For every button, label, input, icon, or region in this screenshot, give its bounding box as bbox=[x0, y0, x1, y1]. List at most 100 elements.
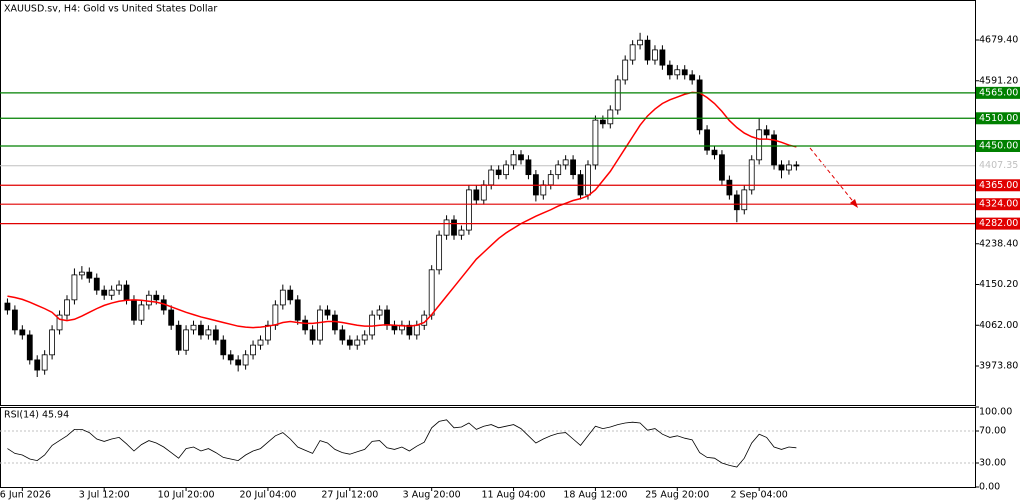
candle-body bbox=[726, 179, 733, 196]
x-tick-label: 3 Jul 12:00 bbox=[79, 490, 130, 501]
candle-body bbox=[250, 344, 256, 356]
candle-body bbox=[756, 129, 763, 161]
x-tick-label: 18 Aug 12:00 bbox=[563, 490, 627, 501]
candle-body bbox=[652, 49, 658, 61]
candle-body bbox=[279, 289, 286, 306]
candle-body bbox=[376, 309, 383, 316]
x-tick-label: 11 Aug 04:00 bbox=[482, 490, 546, 501]
candle-body bbox=[547, 174, 554, 186]
candle-body bbox=[34, 359, 41, 371]
arrow-annotation bbox=[809, 147, 858, 208]
level-label: 4324.00 bbox=[979, 199, 1018, 210]
candle-body bbox=[317, 309, 323, 341]
candle-body bbox=[451, 219, 457, 236]
candle-body bbox=[354, 339, 361, 346]
candle-body bbox=[480, 184, 487, 201]
candle-body bbox=[644, 39, 651, 61]
candle-body bbox=[324, 309, 331, 316]
candle-body bbox=[465, 189, 472, 231]
candle-body bbox=[71, 274, 78, 301]
candle-body bbox=[681, 69, 688, 76]
candle-body bbox=[592, 119, 599, 166]
candle-body bbox=[748, 159, 755, 191]
level-label-box bbox=[976, 112, 1020, 125]
y-tick-label: 4679.40 bbox=[979, 35, 1018, 46]
candle-body bbox=[183, 329, 189, 351]
candle-body bbox=[272, 304, 279, 326]
candle-body bbox=[287, 289, 294, 301]
candle-body bbox=[786, 164, 792, 171]
rsi-panel bbox=[0, 407, 976, 488]
candle-body bbox=[518, 154, 524, 161]
candle-body bbox=[778, 164, 785, 171]
candle-body bbox=[443, 219, 450, 236]
candle-body bbox=[585, 164, 591, 196]
candle-body bbox=[666, 64, 673, 76]
level-label: 4365.00 bbox=[979, 180, 1018, 191]
current-price-label: 4407.35 bbox=[979, 160, 1018, 171]
candle-body bbox=[711, 149, 718, 156]
candle-body bbox=[629, 44, 636, 61]
x-tick-label: 2 Sep 04:00 bbox=[730, 490, 787, 501]
rsi-line bbox=[7, 419, 797, 468]
candle-body bbox=[525, 159, 532, 176]
candle-body bbox=[294, 299, 301, 321]
candle-body bbox=[607, 109, 614, 125]
candle-body bbox=[339, 329, 346, 341]
level-label-box bbox=[976, 179, 1020, 192]
candle-body bbox=[242, 354, 249, 366]
candle-body bbox=[733, 194, 740, 211]
candle-body bbox=[93, 277, 100, 291]
candle-body bbox=[138, 304, 145, 321]
y-tick-label: 4150.20 bbox=[979, 279, 1018, 290]
candle-body bbox=[473, 189, 480, 201]
level-label: 4450.00 bbox=[979, 140, 1018, 151]
candle-body bbox=[674, 69, 681, 76]
candle-body bbox=[510, 154, 517, 166]
candle-body bbox=[763, 129, 770, 136]
rsi-label: RSI(14) 45.94 bbox=[4, 410, 69, 421]
x-tick-label: 3 Aug 20:00 bbox=[403, 490, 461, 501]
candle-body bbox=[131, 299, 137, 321]
candle-body bbox=[637, 39, 643, 46]
candle-body bbox=[428, 269, 435, 316]
candle-body bbox=[436, 234, 443, 271]
candle-body bbox=[503, 164, 510, 176]
y-tick-label: 4062.00 bbox=[979, 320, 1018, 331]
main-panel bbox=[0, 0, 976, 406]
candle-body bbox=[26, 334, 33, 361]
y-tick-label: 70.00 bbox=[979, 426, 1006, 437]
candle-body bbox=[719, 154, 725, 181]
candle-body bbox=[153, 294, 160, 301]
candle-body bbox=[555, 164, 562, 176]
candle-body bbox=[622, 59, 629, 81]
candle-body bbox=[168, 309, 175, 326]
candle-body bbox=[406, 324, 413, 336]
candle-body bbox=[108, 289, 115, 296]
candle-body bbox=[123, 284, 130, 301]
candle-body bbox=[696, 79, 703, 131]
candle-body bbox=[265, 324, 271, 341]
candle-body bbox=[220, 339, 227, 356]
candle-body bbox=[659, 49, 666, 66]
candle-body bbox=[704, 129, 710, 151]
moving-average bbox=[7, 91, 797, 329]
candle-body bbox=[64, 299, 70, 316]
x-tick-label: 26 Jun 2026 bbox=[0, 490, 51, 501]
candle-body bbox=[614, 79, 621, 111]
candle-body bbox=[361, 334, 368, 341]
y-tick-label: 0.00 bbox=[979, 482, 1000, 493]
candle-body bbox=[771, 134, 777, 166]
candle-body bbox=[145, 294, 152, 306]
candle-body bbox=[227, 354, 234, 361]
candle-body bbox=[11, 309, 18, 331]
candle-body bbox=[4, 302, 11, 311]
candle-body bbox=[384, 309, 390, 326]
candle-body bbox=[599, 119, 606, 125]
candle-body bbox=[235, 359, 242, 366]
x-tick-label: 25 Aug 20:00 bbox=[645, 490, 709, 501]
candle-body bbox=[302, 319, 309, 331]
